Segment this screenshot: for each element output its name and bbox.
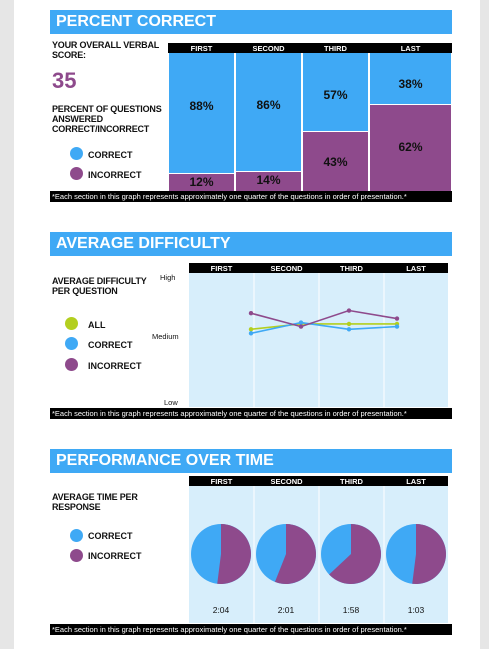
time-value-third: 1:58 xyxy=(342,605,360,615)
section-label-second-3: SECOND xyxy=(270,477,303,486)
average-difficulty-title: AVERAGE DIFFICULTY xyxy=(50,232,452,256)
legend-correct-label-2: CORRECT xyxy=(88,340,133,350)
legend-incorrect-label-3: INCORRECT xyxy=(88,551,142,561)
section-label-third: THIRD xyxy=(324,44,347,53)
legend-incorrect-dot-2 xyxy=(65,358,78,371)
time-value-first: 2:04 xyxy=(212,605,230,615)
time-side-label: AVERAGE TIME PER RESPONSE xyxy=(52,492,138,512)
bar-label-correct-last: 38% xyxy=(398,76,423,91)
difficulty-section-header: FIRST SECOND THIRD LAST xyxy=(189,263,448,273)
percent-correct-title: PERCENT CORRECT xyxy=(50,10,452,34)
pie-incorrect-last xyxy=(412,524,446,584)
report-page: PERCENT CORRECT YOUR OVERALL VERBAL SCOR… xyxy=(14,0,480,649)
legend-correct-label: CORRECT xyxy=(88,150,133,160)
bar-correct-second xyxy=(236,53,301,171)
section-label-last: LAST xyxy=(400,44,421,53)
overall-score-label: YOUR OVERALL VERBAL SCORE: xyxy=(52,40,159,60)
bar-label-correct-second: 86% xyxy=(256,98,281,113)
legend-all-label: ALL xyxy=(88,320,106,330)
bar-label-incorrect-first: 12% xyxy=(189,175,214,190)
section-label-first: FIRST xyxy=(190,44,213,53)
point-incorrect-third xyxy=(346,308,352,313)
pie-incorrect-first xyxy=(217,524,251,584)
bar-label-correct-third: 57% xyxy=(323,88,348,103)
legend-correct-label-3: CORRECT xyxy=(88,531,133,541)
overall-score-value: 35 xyxy=(52,68,77,93)
percent-section-header: FIRST SECOND THIRD LAST xyxy=(168,43,452,53)
legend-correct-dot xyxy=(70,147,83,160)
section-label-first-3: FIRST xyxy=(210,477,233,486)
time-values: 2:04 2:01 1:58 1:03 xyxy=(189,486,448,623)
time-value-second: 2:01 xyxy=(277,605,295,615)
y-tick-medium: Medium xyxy=(152,332,179,341)
point-incorrect-last xyxy=(394,316,400,321)
bar-incorrect-first xyxy=(169,174,234,191)
legend-incorrect-label: INCORRECT xyxy=(88,170,142,180)
legend-correct-dot-3 xyxy=(70,529,83,542)
performance-over-time-title: PERFORMANCE OVER TIME xyxy=(50,449,452,473)
legend-correct-dot-2 xyxy=(65,337,78,350)
bar-label-incorrect-third: 43% xyxy=(323,155,348,170)
point-incorrect-second xyxy=(298,324,304,329)
section-label-second-2: SECOND xyxy=(270,264,303,273)
bar-label-correct-first: 88% xyxy=(189,99,214,114)
bar-incorrect-last xyxy=(370,105,451,191)
percent-questions-label: PERCENT OF QUESTIONS ANSWERED CORRECT/IN… xyxy=(52,104,162,134)
time-value-last: 1:03 xyxy=(407,605,425,615)
bar-incorrect-second xyxy=(236,171,301,191)
point-correct-third xyxy=(346,327,352,332)
bar-incorrect-third xyxy=(303,131,368,191)
percent-footnote: *Each section in this graph represents a… xyxy=(50,191,452,202)
legend-all-dot xyxy=(65,317,78,330)
section-label-third-3: THIRD xyxy=(340,477,363,486)
section-label-second: SECOND xyxy=(252,44,285,53)
pie-incorrect-third xyxy=(329,524,381,584)
bar-correct-last xyxy=(370,53,451,105)
bar-label-incorrect-second: 14% xyxy=(256,172,281,187)
bar-correct-first xyxy=(169,53,234,174)
pie-incorrect-second xyxy=(274,524,316,584)
line-incorrect xyxy=(250,309,398,328)
y-tick-low: Low xyxy=(164,398,178,407)
section-label-last-2: LAST xyxy=(406,264,426,273)
bar-label-incorrect-last: 62% xyxy=(398,139,423,154)
point-correct-first xyxy=(248,331,254,336)
percent-stacked-bar-chart: 88% 12% 86% 14% 57% 43% 38% 62% xyxy=(168,53,452,191)
point-correct-second xyxy=(298,320,304,325)
section-label-third-2: THIRD xyxy=(340,264,363,273)
bar-correct-third xyxy=(303,53,368,131)
time-footnote: *Each section in this graph represents a… xyxy=(50,624,452,635)
point-correct-last xyxy=(394,324,400,329)
legend-incorrect-dot xyxy=(70,167,83,180)
legend-incorrect-label-2: INCORRECT xyxy=(88,361,142,371)
time-section-header: FIRST SECOND THIRD LAST xyxy=(189,476,448,486)
point-incorrect-first xyxy=(248,311,254,316)
difficulty-side-label: AVERAGE DIFFICULTY PER QUESTION xyxy=(52,276,147,296)
point-all-third xyxy=(346,321,352,327)
line-all xyxy=(250,323,397,331)
y-tick-high: High xyxy=(160,273,176,282)
difficulty-line-chart xyxy=(189,273,448,407)
difficulty-footnote: *Each section in this graph represents a… xyxy=(50,408,452,419)
point-all-first xyxy=(248,327,254,332)
line-correct xyxy=(250,321,398,335)
legend-incorrect-dot-3 xyxy=(70,549,83,562)
section-label-first-2: FIRST xyxy=(210,264,233,273)
section-label-last-3: LAST xyxy=(406,477,426,486)
time-pie-charts xyxy=(189,486,448,623)
